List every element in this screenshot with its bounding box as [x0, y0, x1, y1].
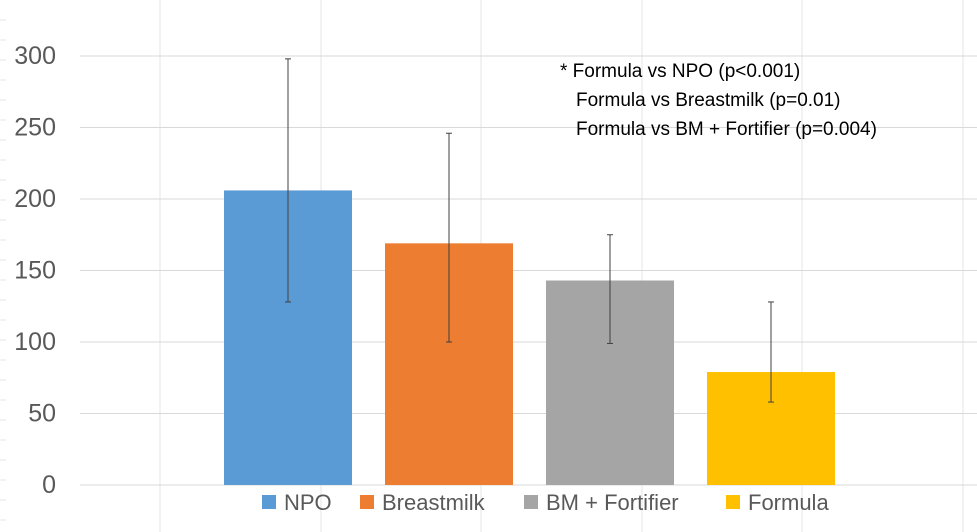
- legend-swatch: [262, 495, 276, 509]
- y-tick-label: 150: [14, 257, 56, 285]
- legend-label: BM + Fortifier: [546, 490, 679, 515]
- legend-swatch: [360, 495, 374, 509]
- y-tick-label: 0: [42, 471, 56, 499]
- legend: NPO Breastmilk BM + Fortifier Formula: [262, 490, 829, 515]
- legend-label: NPO: [284, 490, 332, 515]
- y-tick-label: 250: [14, 114, 56, 142]
- annotation-line-3: Formula vs BM + Fortifier (p=0.004): [576, 119, 877, 140]
- y-tick-label: 200: [14, 185, 56, 213]
- legend-swatch: [726, 495, 740, 509]
- legend-label: Formula: [748, 490, 829, 515]
- significance-annotation: * Formula vs NPO (p<0.001) Formula vs Br…: [560, 61, 877, 140]
- bars: [224, 190, 835, 486]
- y-tick-label: 300: [14, 42, 56, 70]
- y-axis-tick-labels: 0 50 100 150 200 250 300: [14, 42, 56, 499]
- annotation-line-2: Formula vs Breastmilk (p=0.01): [576, 90, 841, 111]
- error-bars: [285, 58, 774, 403]
- legend-label: Breastmilk: [382, 490, 486, 515]
- annotation-line-1: * Formula vs NPO (p<0.001): [560, 61, 800, 82]
- legend-swatch: [524, 495, 538, 509]
- y-tick-label: 50: [28, 400, 56, 428]
- y-tick-label: 100: [14, 328, 56, 356]
